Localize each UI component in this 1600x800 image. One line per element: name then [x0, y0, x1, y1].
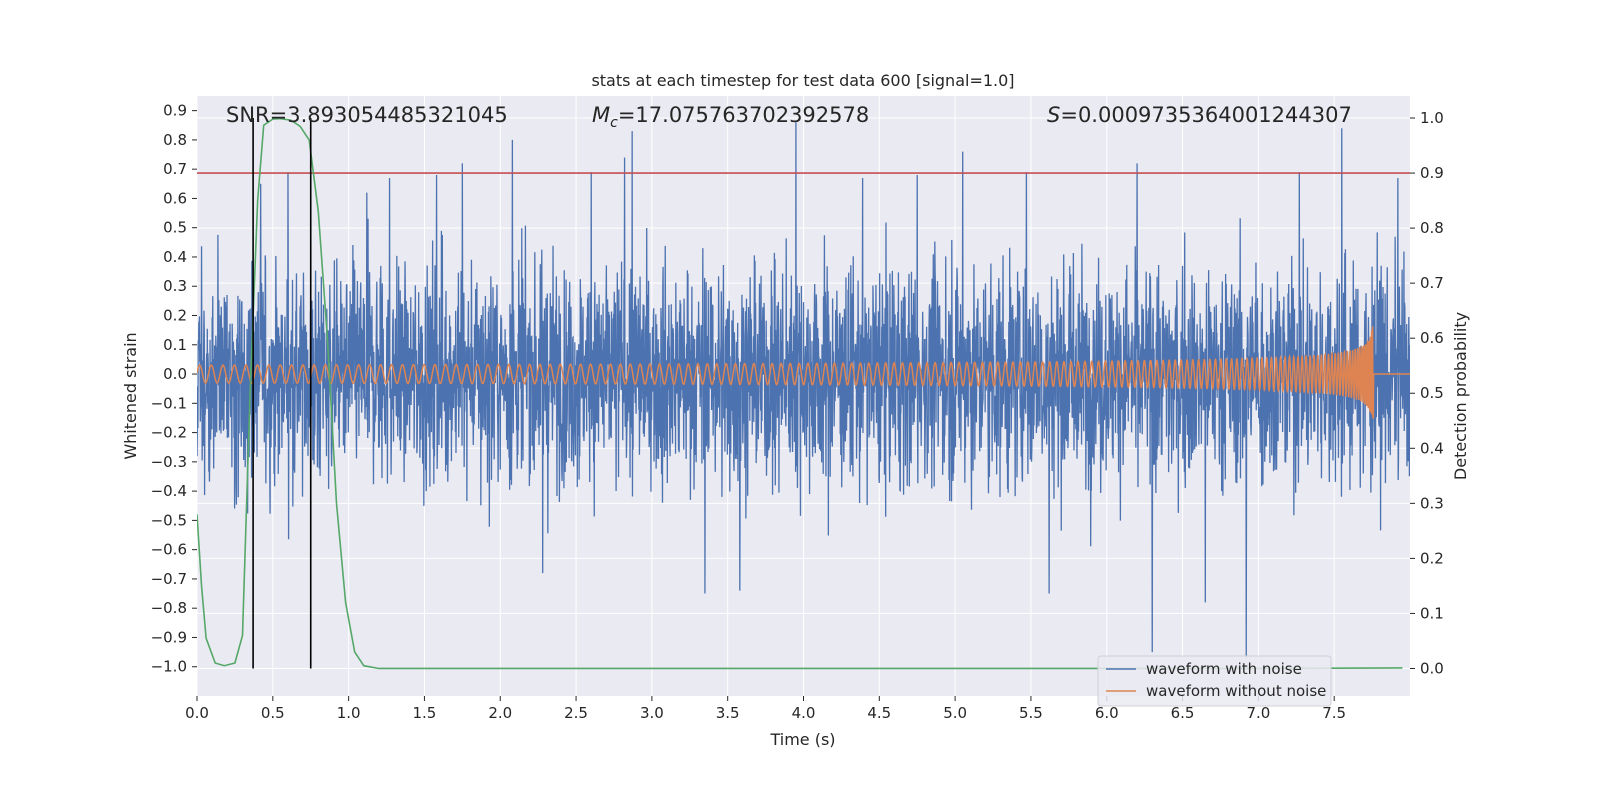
y-left-tick-label: 0.4 — [163, 248, 187, 266]
y-left-tick-label: −0.6 — [151, 541, 187, 559]
x-tick-label: 3.5 — [716, 704, 740, 722]
x-tick-label: 1.5 — [413, 704, 437, 722]
y-left-tick-label: 0.2 — [163, 307, 187, 325]
chirp-mass-annotation: Mc=17.075763702392578 — [592, 103, 869, 131]
chirp-mass-value: =17.075763702392578 — [618, 103, 869, 127]
chart-title: stats at each timestep for test data 600… — [591, 71, 1014, 90]
series-waveform-with-noise — [197, 122, 1410, 658]
legend: waveform with noise waveform without noi… — [1097, 655, 1332, 707]
chirp-mass-subscript: c — [610, 115, 618, 131]
x-tick-label: 3.0 — [640, 704, 664, 722]
noise-waveform-path — [197, 122, 1410, 658]
y-left-tick-label: −0.1 — [151, 394, 187, 412]
x-tick-label: 1.0 — [337, 704, 361, 722]
x-tick-label: 2.0 — [488, 704, 512, 722]
x-tick-label: 5.0 — [943, 704, 967, 722]
x-tick-label: 7.5 — [1322, 704, 1346, 722]
x-tick-label: 4.5 — [867, 704, 891, 722]
y-right-tick-label: 0.2 — [1420, 549, 1444, 567]
y-right-tick-label: 0.1 — [1420, 604, 1444, 622]
x-tick-label: 7.0 — [1246, 704, 1270, 722]
s-value: =0.0009735364001244307 — [1060, 103, 1352, 127]
probability-path — [197, 117, 1403, 670]
y-right-tick-label: 0.6 — [1420, 329, 1444, 347]
snr-stat-annotation: S=0.0009735364001244307 — [1047, 103, 1352, 127]
legend-label-clean: waveform without noise — [1146, 682, 1326, 700]
detection-window-lines — [252, 118, 312, 669]
x-axis-ticks: 0.0 0.5 1.0 1.5 2.0 2.5 3.0 3.5 4.0 4.5 5.0 5.5 6.0 6… — [185, 696, 1346, 722]
y-left-tick-label: 0.5 — [163, 219, 187, 237]
y-left-tick-label: −0.3 — [151, 453, 187, 471]
y-axis-right-ticks: 1.0 0.9 0.8 0.7 0.6 0.5 0.4 0.3 0.2 0.1 0.0 — [1410, 109, 1444, 677]
y-right-tick-label: 0.8 — [1420, 219, 1444, 237]
y-left-tick-label: 0.6 — [163, 189, 187, 207]
y-right-tick-label: 0.4 — [1420, 439, 1444, 457]
y-right-tick-label: 1.0 — [1420, 109, 1444, 127]
y-right-tick-label: 0.3 — [1420, 494, 1444, 512]
x-tick-label: 2.5 — [564, 704, 588, 722]
y-left-tick-label: 0.7 — [163, 160, 187, 178]
y-right-tick-label: 0.5 — [1420, 384, 1444, 402]
y-axis-left-label: Whitened strain — [121, 332, 140, 459]
legend-label-noise: waveform with noise — [1146, 660, 1302, 678]
snr-annotation: SNR=3.893054485321045 — [226, 103, 508, 127]
y-left-tick-label: −0.8 — [151, 599, 187, 617]
chirp-mass-symbol: M — [592, 103, 610, 127]
y-left-tick-label: 0.9 — [163, 102, 187, 120]
y-left-tick-label: −0.2 — [151, 424, 187, 442]
x-axis-label: Time (s) — [769, 730, 835, 749]
y-axis-right-label: Detection probability — [1451, 312, 1470, 480]
y-left-tick-label: −0.5 — [151, 511, 187, 529]
y-axis-left-ticks: 0.9 0.8 0.7 0.6 0.5 0.4 0.3 0.2 0.1 0.0 −0.1 −0.2 −0… — [151, 102, 197, 676]
s-symbol: S — [1047, 103, 1060, 127]
y-left-tick-label: −0.4 — [151, 482, 187, 500]
x-tick-label: 4.0 — [792, 704, 816, 722]
series-detection-probability — [197, 117, 1403, 670]
y-left-tick-label: 0.0 — [163, 365, 187, 383]
y-left-tick-label: −0.7 — [151, 570, 187, 588]
y-right-tick-label: 0.9 — [1420, 164, 1444, 182]
y-left-tick-label: 0.1 — [163, 336, 187, 354]
y-right-tick-label: 0.7 — [1420, 274, 1444, 292]
x-tick-label: 6.0 — [1095, 704, 1119, 722]
x-tick-label: 0.5 — [261, 704, 285, 722]
y-left-tick-label: −0.9 — [151, 628, 187, 646]
y-right-tick-label: 0.0 — [1420, 659, 1444, 677]
legend-box — [1097, 655, 1332, 707]
series-waveform-without-noise — [197, 326, 1410, 419]
x-tick-label: 5.5 — [1019, 704, 1043, 722]
x-tick-label: 0.0 — [185, 704, 209, 722]
y-left-tick-label: 0.3 — [163, 277, 187, 295]
x-tick-label: 6.5 — [1171, 704, 1195, 722]
clean-waveform-path — [197, 326, 1410, 419]
y-left-tick-label: −1.0 — [151, 658, 187, 676]
y-left-tick-label: 0.8 — [163, 131, 187, 149]
